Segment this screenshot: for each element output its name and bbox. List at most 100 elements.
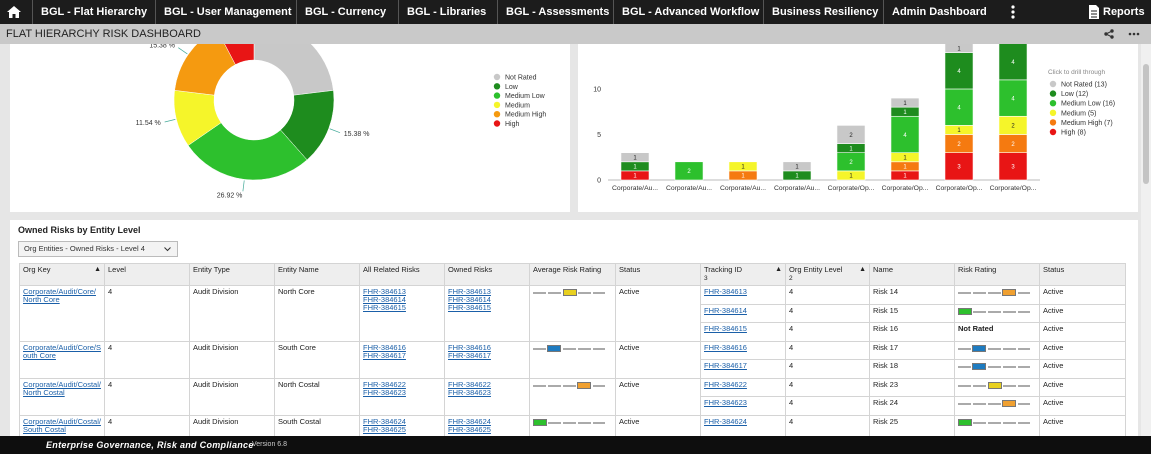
nav-item[interactable]: BGL - Flat Hierarchy xyxy=(32,0,151,24)
scrollbar[interactable] xyxy=(1141,44,1151,436)
owned-risk-link[interactable]: FHR-384625 xyxy=(448,424,491,434)
column-header[interactable]: All Related Risks xyxy=(359,263,445,286)
bar-segment[interactable] xyxy=(998,152,1028,181)
bar-segment[interactable] xyxy=(620,152,650,163)
level-dropdown[interactable]: Org Entities - Owned Risks - Level 4 xyxy=(18,241,178,257)
owned-risk-link[interactable]: FHR-384614 xyxy=(448,295,491,304)
legend-label[interactable]: Low (12) xyxy=(1061,91,1088,98)
tracking-id-link[interactable]: FHR-384624 xyxy=(704,416,747,426)
related-risk-link[interactable]: FHR-384614 xyxy=(363,295,406,304)
org-key-link[interactable]: Corporate/Audit/Core/North Core xyxy=(23,287,96,304)
column-header[interactable]: Level xyxy=(104,263,190,286)
legend-swatch[interactable] xyxy=(1049,128,1057,136)
bar-segment[interactable] xyxy=(944,52,974,90)
column-header[interactable]: Org Entity Level ▲ 2 xyxy=(785,263,870,286)
donut-slice xyxy=(253,44,334,96)
legend-label[interactable]: Medium (5) xyxy=(1061,110,1096,117)
tracking-id-link[interactable]: FHR-384623 xyxy=(704,398,747,407)
legend-label[interactable]: High (8) xyxy=(1061,130,1086,137)
bar-segment[interactable] xyxy=(674,161,704,181)
owned-risk-link[interactable]: FHR-384617 xyxy=(448,350,491,360)
legend-swatch[interactable] xyxy=(1049,90,1057,97)
reports-icon[interactable] xyxy=(1088,4,1100,20)
nav-item[interactable]: BGL - Assessments xyxy=(497,0,613,24)
column-header[interactable]: Entity Type xyxy=(189,263,275,286)
cell: Active xyxy=(615,340,701,379)
related-risk-link[interactable]: FHR-384622 xyxy=(363,379,406,389)
legend-swatch[interactable] xyxy=(1049,119,1057,126)
bar-segment[interactable] xyxy=(782,161,812,172)
column-header[interactable]: Average Risk Rating xyxy=(529,263,616,286)
tracking-id-link[interactable]: FHR-384617 xyxy=(704,361,747,370)
home-icon[interactable] xyxy=(6,4,22,20)
org-key-link[interactable]: Corporate/Audit/Core/South Core xyxy=(23,342,101,360)
related-risk-link[interactable]: FHR-384613 xyxy=(363,287,406,296)
column-header[interactable]: Risk Rating xyxy=(954,263,1040,286)
cell: North Costal xyxy=(274,377,360,416)
owned-risk-link[interactable]: FHR-384616 xyxy=(448,342,491,352)
owned-risk-link[interactable]: FHR-384622 xyxy=(448,379,491,389)
owned-risk-link[interactable]: FHR-384615 xyxy=(448,303,491,312)
column-header[interactable]: Name xyxy=(869,263,955,286)
share-icon[interactable] xyxy=(1104,29,1114,39)
owned-risk-link[interactable]: FHR-384624 xyxy=(448,416,491,426)
legend-swatch[interactable] xyxy=(1049,100,1057,107)
table-row: Corporate/Audit/Costal/South Costal 4 Audi… xyxy=(19,414,1126,436)
nav-item[interactable]: BGL - Libraries xyxy=(398,0,490,24)
cell: Active xyxy=(615,414,701,436)
bar-segment[interactable] xyxy=(728,161,758,172)
related-risk-link[interactable]: FHR-384625 xyxy=(363,424,406,434)
x-tick-label: Corporate/Au... xyxy=(612,185,658,192)
more-icon[interactable] xyxy=(1009,4,1017,20)
legend-swatch[interactable] xyxy=(1049,80,1057,88)
bar-segment[interactable] xyxy=(944,152,974,181)
y-tick-label: 5 xyxy=(597,132,601,139)
reports-link[interactable]: Reports xyxy=(1103,6,1145,18)
cell: Risk 17 xyxy=(869,340,955,360)
bar-segment[interactable] xyxy=(944,88,974,126)
tracking-id-link[interactable]: FHR-384613 xyxy=(704,287,747,296)
owned-risk-link[interactable]: FHR-384613 xyxy=(448,287,491,296)
column-header[interactable]: Org Key ▲ xyxy=(19,263,105,286)
bar-segment[interactable] xyxy=(890,115,920,153)
bar-segment[interactable] xyxy=(890,97,920,108)
tracking-id-link[interactable]: FHR-384616 xyxy=(704,342,747,352)
legend-label[interactable]: Medium High (7) xyxy=(1061,120,1113,127)
column-header[interactable]: Status xyxy=(1039,263,1126,286)
owned-risk-link[interactable]: FHR-384623 xyxy=(448,387,491,397)
related-risk-link[interactable]: FHR-384623 xyxy=(363,387,406,397)
table-title: Owned Risks by Entity Level xyxy=(18,225,141,235)
org-key-link[interactable]: Corporate/Audit/Costal/North Costal xyxy=(23,379,101,397)
cell: Corporate/Audit/Costal/South Costal xyxy=(19,414,105,436)
tracking-id-link[interactable]: FHR-384615 xyxy=(704,324,747,333)
legend-swatch[interactable] xyxy=(1049,109,1057,117)
nav-item[interactable]: Business Resiliency xyxy=(763,0,882,24)
bar-segment[interactable] xyxy=(998,79,1028,117)
related-risk-link[interactable]: FHR-384617 xyxy=(363,350,406,360)
cell: Risk 25 xyxy=(869,414,955,436)
column-header[interactable]: Tracking ID ▲ 3 xyxy=(700,263,786,286)
bar-segment[interactable] xyxy=(944,44,974,53)
header-more-icon[interactable] xyxy=(1128,32,1140,36)
legend-label[interactable]: Not Rated (13) xyxy=(1061,82,1107,89)
related-risk-link[interactable]: FHR-384616 xyxy=(363,342,406,352)
related-risk-link[interactable]: FHR-384624 xyxy=(363,416,406,426)
column-header[interactable]: Entity Name xyxy=(274,263,360,286)
bar-segment[interactable] xyxy=(836,125,866,144)
column-header[interactable]: Owned Risks xyxy=(444,263,530,286)
column-header[interactable]: Status xyxy=(615,263,701,286)
rating-gauge xyxy=(533,344,605,353)
rating-gauge xyxy=(958,363,1030,371)
legend-label[interactable]: Medium Low (16) xyxy=(1061,101,1115,108)
bar-chart: 0 5 10 1 1 1 Corporate/Au... 2 Corporate/Au... 1 1… xyxy=(593,44,1115,192)
nav-item[interactable]: BGL - Currency xyxy=(296,0,390,24)
bar-segment[interactable] xyxy=(998,44,1028,81)
segment-label: 4 xyxy=(957,69,961,75)
tracking-id-link[interactable]: FHR-384614 xyxy=(704,305,747,315)
org-key-link[interactable]: Corporate/Audit/Costal/South Costal xyxy=(23,416,101,434)
nav-item[interactable]: Admin Dashboard xyxy=(883,0,991,24)
nav-item[interactable]: BGL - User Management xyxy=(155,0,296,24)
nav-item[interactable]: BGL - Advanced Workflow xyxy=(613,0,763,24)
related-risk-link[interactable]: FHR-384615 xyxy=(363,303,406,312)
tracking-id-link[interactable]: FHR-384622 xyxy=(704,379,747,389)
